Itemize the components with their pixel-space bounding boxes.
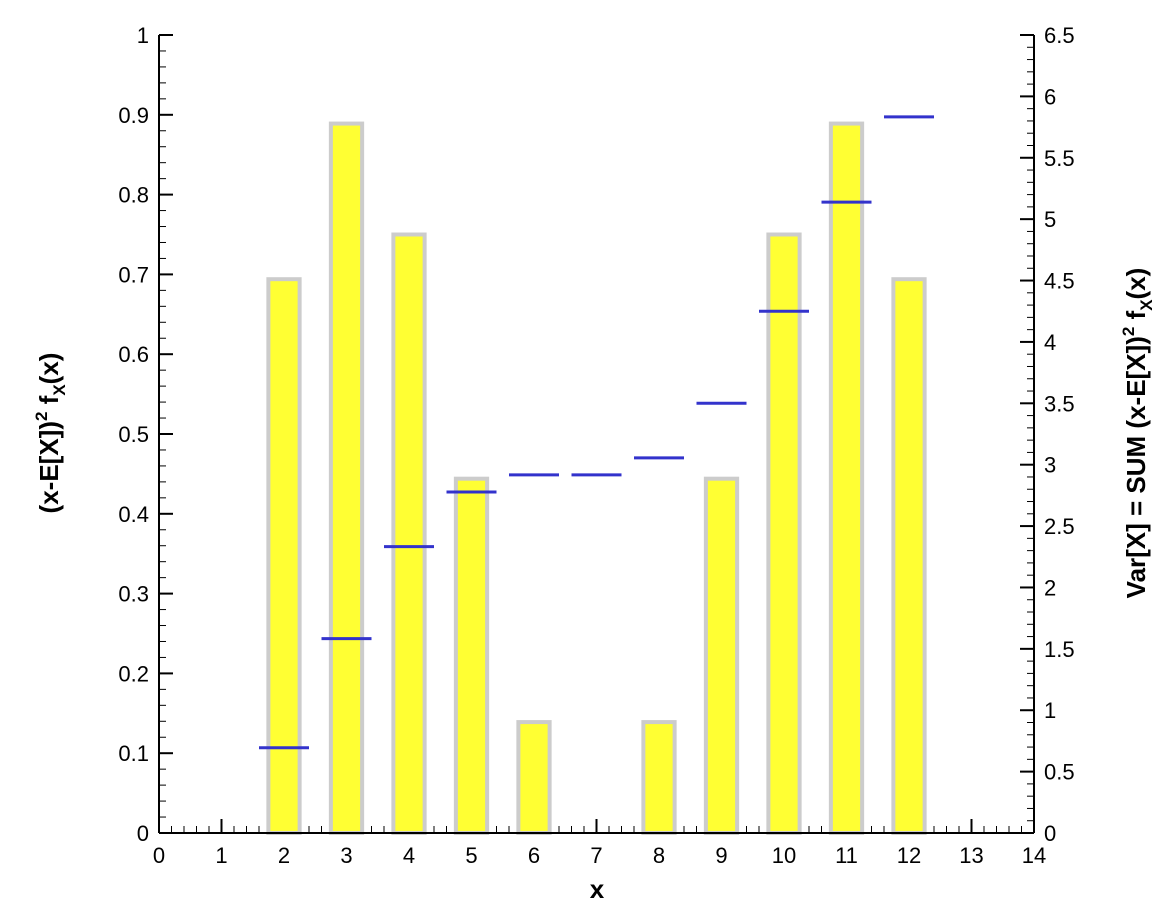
x-tick-label: 11	[835, 843, 858, 868]
bar	[266, 277, 302, 835]
bar	[891, 277, 927, 835]
x-tick-label: 8	[653, 843, 665, 868]
left-y-tick-label: 0.6	[118, 342, 149, 367]
right-y-tick-label: 5	[1044, 207, 1056, 232]
left-y-tick-label: 0	[137, 821, 149, 846]
right-y-tick-label: 0.5	[1044, 760, 1075, 785]
left-y-tick-label: 0.2	[118, 661, 149, 686]
right-y-axis-title-sub: X	[1137, 299, 1156, 311]
cumulative-variance-series	[259, 115, 934, 750]
bar	[641, 720, 677, 835]
left-y-tick-label: 0.9	[118, 103, 149, 128]
right-y-tick-label: 2.5	[1044, 514, 1075, 539]
x-tick-label: 0	[153, 843, 165, 868]
left-y-axis-title: (x-E[X])2 fX(x)	[32, 353, 69, 514]
bar	[828, 121, 865, 835]
x-tick-label: 14	[1022, 843, 1046, 868]
left-y-axis-title-part: (x)	[34, 353, 64, 385]
x-tick-label: 6	[528, 843, 540, 868]
x-tick-label: 10	[772, 843, 796, 868]
tick-labels: 0 1 2 3 4 5 6 7 8 9 10 11 12 13 1400.10.20.30.40.50.60…	[118, 23, 1074, 868]
right-y-tick-label: 3	[1044, 453, 1056, 478]
x-axis-title: x	[590, 874, 605, 904]
bar	[391, 232, 427, 835]
x-tick-label: 9	[715, 843, 727, 868]
x-tick-label: 7	[590, 843, 602, 868]
x-tick-label: 1	[215, 843, 227, 868]
left-y-axis-title-part: (x-E[X])	[34, 421, 64, 513]
axes	[158, 35, 1035, 834]
x-tick-label: 5	[465, 843, 477, 868]
x-tick-label: 12	[897, 843, 921, 868]
right-y-tick-label: 2	[1044, 575, 1056, 600]
left-y-tick-label: 0.1	[118, 741, 149, 766]
bar	[516, 720, 552, 835]
bar	[703, 476, 740, 835]
bar	[328, 121, 365, 835]
right-y-axis-title-sup: 2	[1119, 327, 1138, 336]
left-y-tick-label: 0.7	[118, 262, 149, 287]
right-y-tick-label: 6	[1044, 84, 1056, 109]
left-y-tick-label: 0.3	[118, 582, 149, 607]
bar-series	[266, 121, 927, 835]
right-y-tick-label: 1.5	[1044, 637, 1075, 662]
left-y-axis-title-part: f	[34, 395, 64, 411]
bar	[453, 476, 490, 835]
right-y-tick-label: 4	[1044, 330, 1056, 355]
right-y-axis-title: Var[X] = SUM (x-E[X])2 fX(x)	[1119, 268, 1156, 599]
left-y-axis-title-sub: X	[50, 384, 69, 396]
left-y-tick-label: 1	[137, 23, 149, 48]
right-y-tick-label: 6.5	[1044, 23, 1075, 48]
left-y-axis-title-sup: 2	[32, 412, 51, 421]
x-tick-label: 3	[340, 843, 352, 868]
right-y-tick-label: 0	[1044, 821, 1056, 846]
left-y-tick-label: 0.5	[118, 422, 149, 447]
right-y-tick-label: 4.5	[1044, 269, 1075, 294]
left-y-tick-label: 0.8	[118, 183, 149, 208]
x-tick-label: 2	[278, 843, 290, 868]
left-y-tick-label: 0.4	[118, 502, 149, 527]
right-y-axis-title-part: f	[1121, 310, 1151, 326]
right-y-axis-title-part: Var[X] = SUM (x-E[X])	[1121, 336, 1151, 598]
right-y-axis-title-part: (x)	[1121, 268, 1151, 300]
right-y-tick-label: 1	[1044, 698, 1056, 723]
x-tick-label: 13	[959, 843, 983, 868]
bar	[766, 232, 802, 835]
right-y-tick-label: 3.5	[1044, 391, 1075, 416]
x-tick-label: 4	[403, 843, 415, 868]
right-y-tick-label: 5.5	[1044, 146, 1075, 171]
